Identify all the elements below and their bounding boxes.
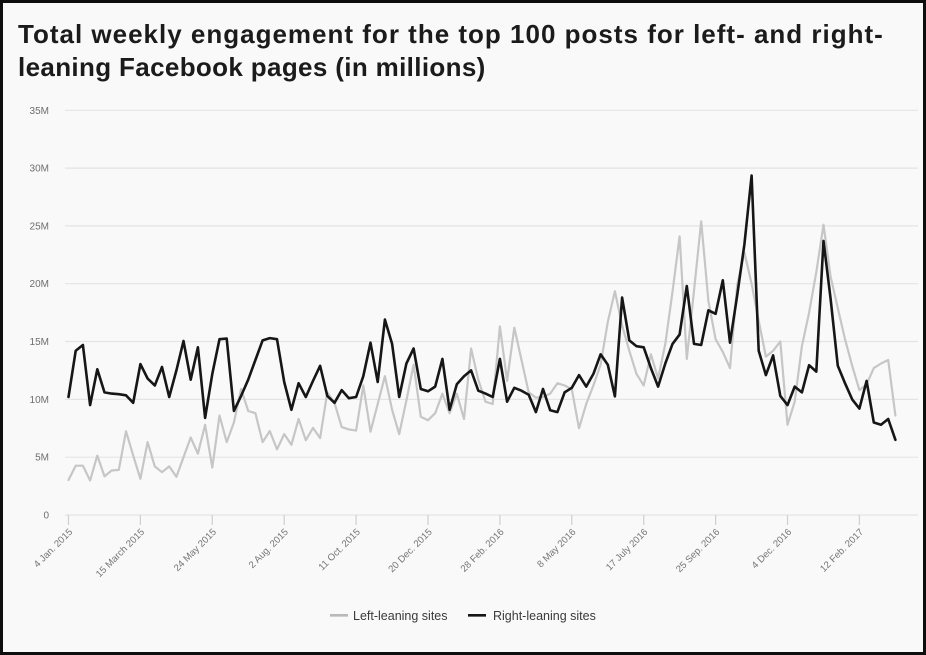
svg-text:11 Oct. 2015: 11 Oct. 2015 — [317, 527, 363, 573]
svg-text:35M: 35M — [30, 106, 49, 117]
svg-text:25M: 25M — [30, 221, 49, 232]
svg-text:24 May 2015: 24 May 2015 — [172, 527, 219, 574]
svg-text:0: 0 — [43, 511, 49, 522]
svg-text:Left-leaning sites: Left-leaning sites — [353, 609, 448, 623]
svg-text:20M: 20M — [30, 279, 49, 290]
svg-text:17 July 2016: 17 July 2016 — [604, 527, 650, 573]
svg-text:30M: 30M — [30, 164, 49, 175]
svg-text:12 Feb. 2017: 12 Feb. 2017 — [818, 527, 866, 575]
svg-text:20 Dec. 2015: 20 Dec. 2015 — [386, 527, 434, 575]
svg-text:2 Aug. 2015: 2 Aug. 2015 — [247, 527, 291, 571]
svg-text:4 Dec. 2016: 4 Dec. 2016 — [750, 527, 794, 571]
svg-text:15M: 15M — [30, 337, 49, 348]
svg-text:15 March 2015: 15 March 2015 — [94, 527, 147, 580]
svg-text:8 May 2016: 8 May 2016 — [535, 527, 578, 570]
svg-text:Right-leaning sites: Right-leaning sites — [493, 609, 596, 623]
svg-text:5M: 5M — [35, 453, 49, 464]
svg-text:4 Jan. 2015: 4 Jan. 2015 — [32, 527, 75, 570]
svg-text:28 Feb. 2016: 28 Feb. 2016 — [459, 527, 507, 575]
svg-text:25 Sep. 2016: 25 Sep. 2016 — [674, 527, 722, 575]
svg-text:10M: 10M — [30, 395, 49, 406]
